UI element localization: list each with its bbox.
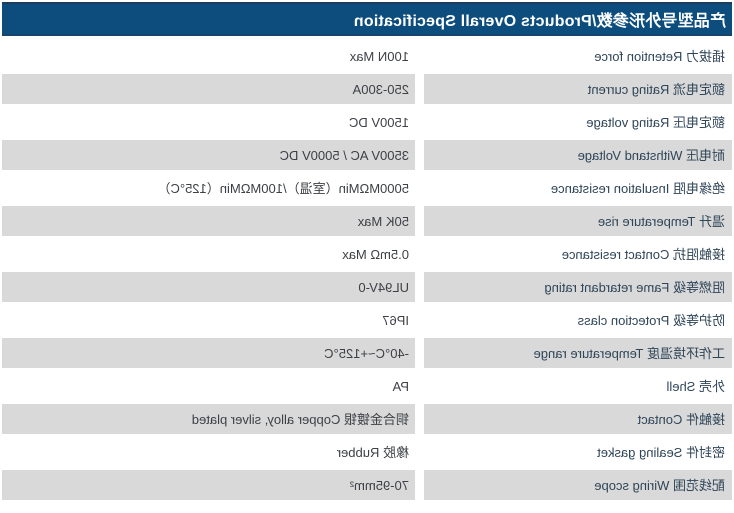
table-row: 防护等级 Protection class IP67 — [2, 303, 732, 336]
table-row: 配线范围 Wiring scope 70-95mm² — [2, 468, 732, 501]
table-row: 绝缘电阻 Insulation resistance 5000MΩMin（室温）… — [2, 171, 732, 204]
spec-label: 温升 Temperature rise — [424, 206, 732, 236]
spec-label: 防护等级 Protection class — [577, 312, 725, 328]
spec-value: 70-95mm² — [2, 470, 415, 500]
column-gap — [415, 107, 424, 137]
spec-label: 外壳 Shell — [666, 378, 725, 394]
table-row: 密封件 Sealing gasket 橡胶 Rubber — [2, 435, 732, 468]
column-gap — [415, 173, 424, 203]
spec-value: 3500V AC / 5000V DC — [2, 140, 415, 170]
spec-label: 额定电压 Rating voltage — [586, 114, 725, 130]
table-row: 阻燃等级 Fame retardant rating UL94V-0 — [2, 270, 732, 303]
spec-label: 绝缘电阻 Insulation resistance — [550, 180, 725, 196]
spec-label: 配线范围 Wiring scope — [424, 470, 732, 500]
spec-value: 1500V DC — [349, 114, 409, 130]
column-gap — [415, 305, 424, 335]
spec-label: 耐电压 Withstand Voltage — [424, 140, 732, 170]
column-gap — [415, 338, 424, 368]
spec-value: IP67 — [382, 312, 409, 328]
spec-label: 阻燃等级 Fame retardant rating — [424, 272, 732, 302]
spec-value: 铜合金镀银 Copper alloy, silver plated — [2, 404, 415, 434]
spec-label: 密封件 Sealing gasket — [597, 444, 725, 460]
table-row: 额定电压 Rating voltage 1500V DC — [2, 105, 732, 138]
table-row: 插拔力 Retention force 100N Max — [2, 39, 732, 72]
spec-value: 0.5mΩ Max — [342, 246, 409, 262]
spec-value: -40°C~+125°C — [2, 338, 415, 368]
table-title: 产品型号外形参数/Products Overall Specification — [353, 13, 726, 30]
spec-value: UL94V-0 — [2, 272, 415, 302]
column-gap — [415, 41, 424, 71]
column-gap — [415, 470, 424, 500]
table-row: 额定电流 Rating current 250-300A — [2, 72, 732, 105]
spec-table: 插拔力 Retention force 100N Max 额定电流 Rating… — [2, 39, 732, 501]
spec-value: 100N Max — [349, 48, 409, 64]
table-row: 接触件 Contact 铜合金镀银 Copper alloy, silver p… — [2, 402, 732, 435]
spec-label: 额定电流 Rating current — [424, 74, 732, 104]
spec-value: PA — [392, 378, 409, 394]
table-row: 接触阻抗 Contact resistance 0.5mΩ Max — [2, 237, 732, 270]
spec-label: 插拔力 Retention force — [594, 48, 725, 64]
column-gap — [415, 404, 424, 434]
column-gap — [415, 371, 424, 401]
spec-label: 工作环境温度 Temperature range — [424, 338, 732, 368]
column-gap — [415, 140, 424, 170]
spec-value: 橡胶 Rubber — [336, 444, 409, 460]
spec-value: 5000MΩMin（室温）/100MΩMin（125°C） — [157, 180, 410, 196]
table-row: 温升 Temperature rise 50K Max — [2, 204, 732, 237]
column-gap — [415, 239, 424, 269]
column-gap — [415, 206, 424, 236]
column-gap — [415, 272, 424, 302]
column-gap — [415, 74, 424, 104]
spec-label: 接触阻抗 Contact resistance — [561, 246, 725, 262]
table-title-bar: 产品型号外形参数/Products Overall Specification — [2, 2, 732, 36]
table-row: 工作环境温度 Temperature range -40°C~+125°C — [2, 336, 732, 369]
spec-label: 接触件 Contact — [424, 404, 732, 434]
column-gap — [415, 437, 424, 467]
table-row: 耐电压 Withstand Voltage 3500V AC / 5000V D… — [2, 138, 732, 171]
table-row: 外壳 Shell PA — [2, 369, 732, 402]
spec-value: 50K Max — [2, 206, 415, 236]
spec-value: 250-300A — [2, 74, 415, 104]
